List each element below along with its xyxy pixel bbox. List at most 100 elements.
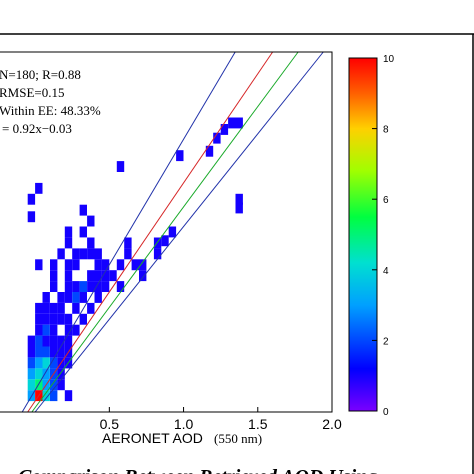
heatmap-cell	[116, 259, 125, 271]
colorbar-tick-label: 0	[383, 407, 389, 418]
x-axis-label: AERONET AOD	[102, 430, 203, 446]
heatmap-cell	[235, 117, 243, 129]
heatmap-cell	[27, 193, 36, 205]
line-fit	[31, 51, 299, 413]
heatmap-cell	[27, 357, 36, 369]
heatmap-cell	[94, 248, 102, 260]
heatmap-cell	[64, 270, 73, 282]
stat-rmse: RMSE=0.15	[0, 85, 64, 100]
heatmap-cell	[131, 259, 139, 271]
heatmap-cell	[79, 281, 87, 292]
x-axis-unit: (550 nm)	[214, 431, 262, 446]
heatmap-cell	[64, 292, 73, 303]
heatmap-cell	[35, 346, 43, 358]
heatmap-cell	[35, 368, 43, 380]
heatmap-cell	[64, 226, 73, 238]
heatmap-cell	[124, 248, 132, 260]
heatmap-cell	[64, 390, 73, 402]
heatmap-cell	[42, 357, 50, 369]
heatmap-cell	[94, 270, 102, 282]
heatmap-cell	[57, 335, 65, 347]
heatmap-cell	[72, 281, 80, 292]
heatmap-cell	[79, 226, 87, 238]
heatmap-cell	[79, 292, 87, 303]
x-tick-label: 1.5	[248, 416, 268, 432]
heatmap-cell	[42, 292, 50, 303]
heatmap-cell	[42, 335, 50, 347]
regression-lines	[21, 51, 324, 413]
heatmap-cell	[94, 281, 102, 292]
heatmap-cells	[27, 117, 243, 402]
heatmap-cell	[64, 281, 73, 292]
heatmap-cell	[220, 124, 229, 135]
heatmap-cell	[72, 248, 80, 260]
heatmap-cell	[42, 313, 50, 325]
heatmap-cell	[79, 313, 87, 325]
heatmap-cell	[42, 346, 50, 358]
heatmap-cell	[153, 237, 162, 249]
heatmap-cell	[116, 281, 125, 292]
heatmap-cell	[50, 259, 58, 271]
heatmap-cell	[50, 313, 58, 325]
x-tick-label: 0.5	[100, 416, 120, 432]
heatmap-cell	[50, 346, 58, 358]
stat-within-ee: Within EE: 48.33%	[0, 103, 101, 118]
heatmap-cell	[94, 292, 102, 303]
x-axis-ticks: 0.5 1.0 1.5 2.0	[100, 407, 342, 432]
colorbar-tick-label: 2	[383, 336, 389, 347]
heatmap-cell	[57, 248, 65, 260]
heatmap-cell	[205, 145, 214, 157]
heatmap-cell	[57, 302, 65, 314]
heatmap-cell	[50, 335, 58, 347]
heatmap-cell	[139, 270, 147, 282]
heatmap-cell	[35, 357, 43, 369]
heatmap-cell	[109, 270, 117, 282]
heatmap-cell	[87, 302, 95, 314]
heatmap-cell	[64, 324, 73, 336]
heatmap-cell	[35, 182, 43, 194]
heatmap-cell	[42, 368, 50, 380]
heatmap-cell	[57, 368, 65, 380]
heatmap-cell	[72, 302, 80, 314]
heatmap-cell	[27, 211, 36, 223]
colorbar-tick-label: 8	[383, 125, 389, 136]
heatmap-cell	[57, 292, 65, 303]
heatmap-cell	[50, 270, 58, 282]
heatmap-cell	[42, 302, 50, 314]
heatmap-cell	[27, 368, 36, 380]
heatmap-cell	[57, 313, 65, 325]
heatmap-cell	[35, 302, 43, 314]
colorbar-tick-label: 10	[383, 54, 395, 65]
heatmap-cell	[64, 237, 73, 249]
heatmap-cell	[42, 324, 50, 336]
heatmap-cell	[79, 204, 87, 216]
heatmap-cell	[64, 313, 73, 325]
heatmap-cell	[72, 259, 80, 271]
heatmap-cell	[50, 357, 58, 369]
heatmap-cell	[72, 292, 80, 303]
heatmap-cell	[50, 390, 58, 402]
heatmap-cell	[124, 237, 132, 249]
heatmap-cell	[101, 281, 110, 292]
x-tick-label: 2.0	[322, 416, 342, 432]
heatmap-cell	[72, 324, 80, 336]
heatmap-cell	[94, 259, 102, 271]
heatmap-cell	[50, 281, 58, 292]
heatmap-cell	[213, 132, 221, 144]
heatmap-cell	[116, 161, 125, 172]
line-ee_lower	[34, 51, 324, 413]
heatmap-cell	[79, 248, 87, 260]
heatmap-cell	[27, 346, 36, 358]
colorbar-ticks: 0 2 4 6 8 10	[372, 54, 395, 418]
heatmap-cell	[35, 324, 43, 336]
colorbar	[348, 57, 378, 412]
x-tick-label: 1.0	[174, 416, 194, 432]
heatmap-cell	[87, 270, 95, 282]
heatmap-cell	[101, 270, 110, 282]
heatmap-cell	[87, 237, 95, 249]
heatmap-cell	[57, 379, 65, 391]
heatmap-cell	[42, 390, 50, 402]
heatmap-cell	[50, 302, 58, 314]
line-ee_upper	[21, 51, 236, 413]
